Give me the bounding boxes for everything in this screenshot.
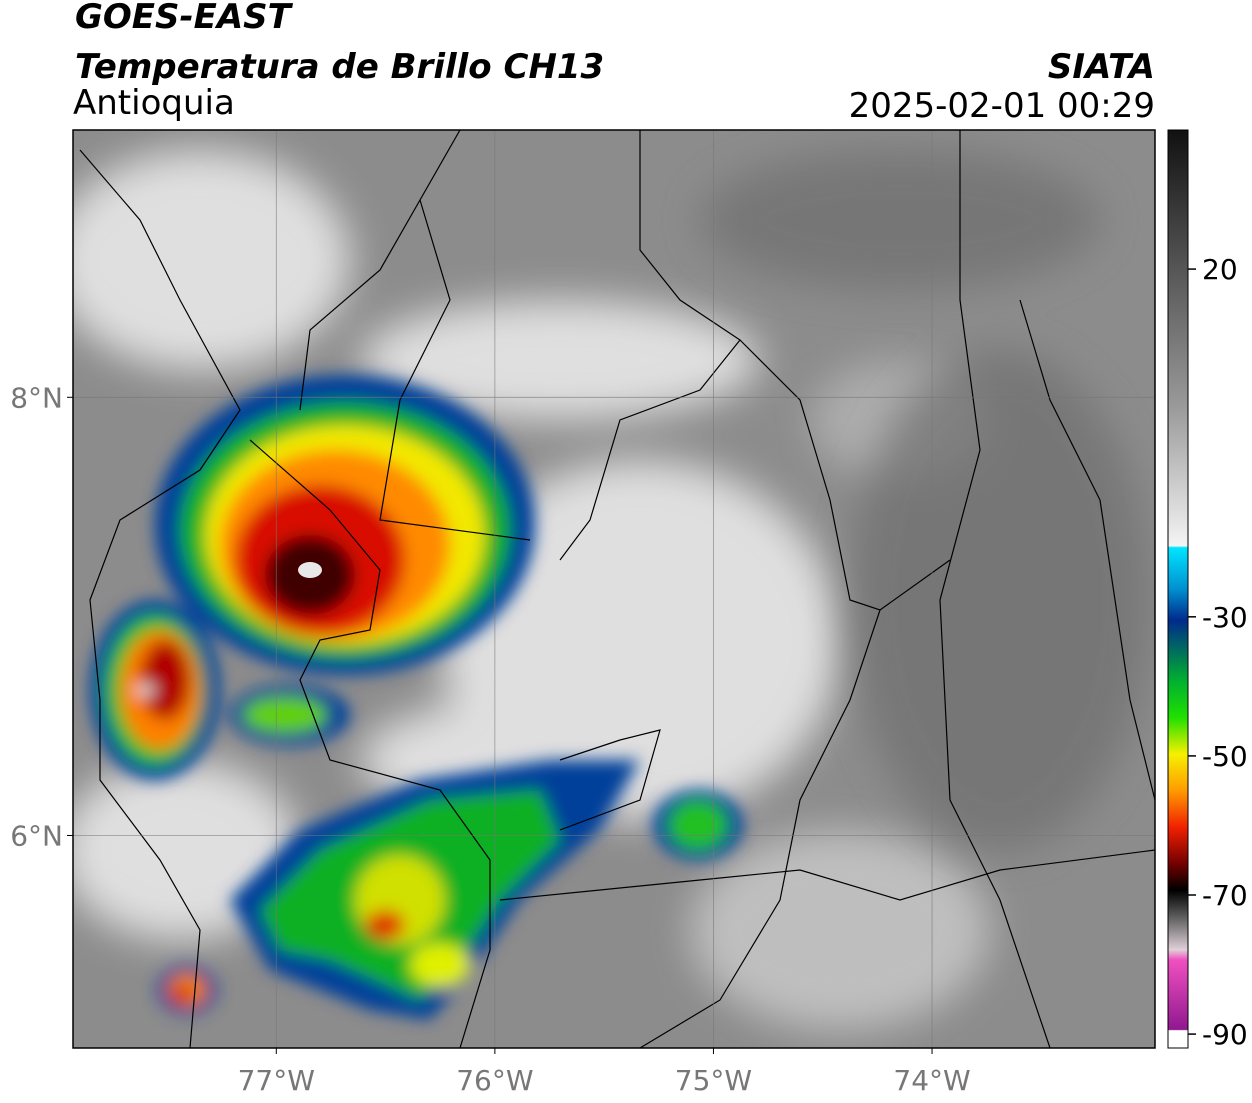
lat-tick-label: 8°N [10, 381, 63, 414]
subtitle: Temperatura de Brillo CH13 [75, 47, 604, 87]
lon-tick-label: 76°W [456, 1064, 533, 1097]
map-frame [72, 129, 1156, 1049]
lon-tick-label: 75°W [675, 1064, 752, 1097]
colorbar-tick-label: -70 [1202, 879, 1248, 912]
colorbar [1167, 129, 1189, 1049]
colorbar-tick-label: 20 [1202, 253, 1238, 286]
colorbar-tick-label: -90 [1202, 1018, 1248, 1051]
lon-tick-label: 74°W [893, 1064, 970, 1097]
lat-tick-label: 6°N [10, 819, 63, 852]
region: Antioquia [73, 83, 235, 123]
colorbar-tick-label: -50 [1202, 740, 1248, 773]
source: SIATA [1048, 47, 1155, 87]
colorbar-tick-label: -30 [1202, 601, 1248, 634]
satellite-image [73, 130, 1155, 1048]
title: GOES-EAST [75, 0, 294, 37]
datetime: 2025-02-01 00:29 [849, 86, 1155, 126]
lon-tick-label: 77°W [238, 1064, 315, 1097]
